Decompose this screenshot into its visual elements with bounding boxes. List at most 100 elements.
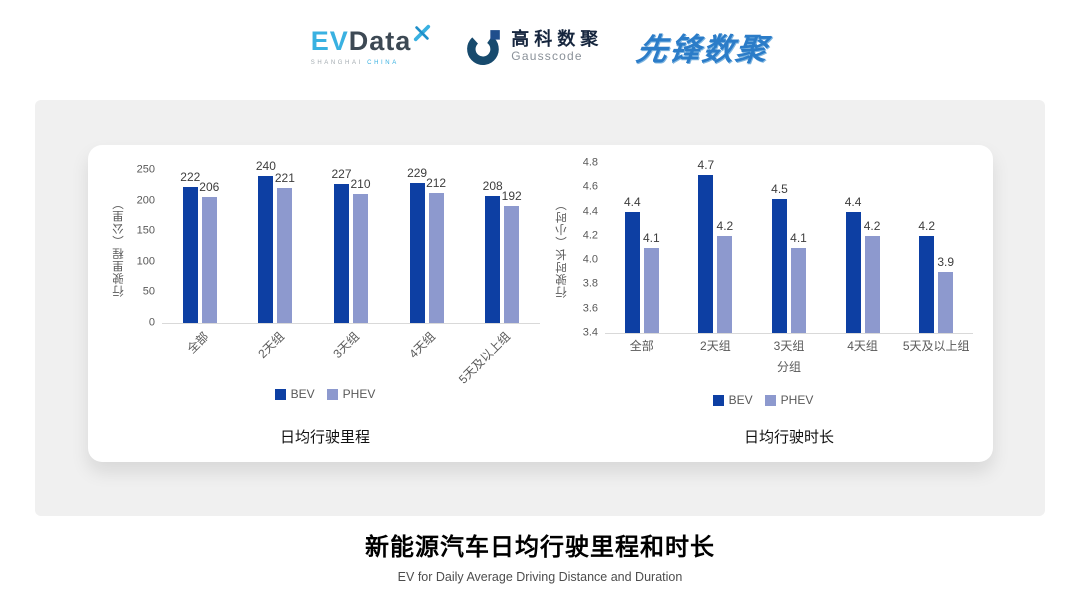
data-label: 221 bbox=[274, 170, 295, 185]
y-tick-label: 3.4 bbox=[582, 326, 598, 339]
legend: BEV PHEV bbox=[110, 386, 540, 402]
legend-swatch-bev bbox=[274, 388, 286, 400]
data-label: 4.2 bbox=[918, 218, 936, 233]
evdata-china-text: CHINA bbox=[367, 59, 399, 66]
bar-group: 4.5 4.1 bbox=[752, 163, 826, 333]
chart-card: 行驶里程（公里） 0 50 100 150 200 250 222 206 240 221 227… bbox=[88, 145, 993, 462]
bar-bev: 240 bbox=[256, 160, 276, 323]
data-label: 3.9 bbox=[937, 255, 955, 270]
data-label: 229 bbox=[407, 165, 428, 180]
bar-group: 240 221 bbox=[238, 160, 314, 323]
legend-label: BEV bbox=[728, 393, 753, 407]
data-label: 4.7 bbox=[697, 158, 715, 173]
bar-phev: 4.2 bbox=[717, 220, 733, 333]
x-tick-cell: 全部 bbox=[605, 337, 679, 355]
x-tick-label: 5天及以上组 bbox=[456, 329, 514, 387]
y-tick-label: 100 bbox=[136, 255, 155, 268]
bar-bev: 222 bbox=[180, 171, 200, 323]
y-tick-label: 4.8 bbox=[582, 156, 598, 169]
data-label: 227 bbox=[331, 167, 352, 182]
bar-group: 208 192 bbox=[464, 170, 540, 323]
bar-group: 227 210 bbox=[313, 167, 389, 323]
chart-caption: 日均行驶时长 bbox=[743, 429, 834, 446]
bar-bev: 4.5 bbox=[771, 183, 788, 333]
data-label: 4.5 bbox=[771, 182, 788, 197]
evdata-ev-text: EV bbox=[310, 25, 349, 56]
data-label: 4.4 bbox=[623, 194, 641, 209]
data-label: 4.2 bbox=[716, 218, 734, 233]
bar-phev: 206 bbox=[199, 181, 219, 323]
y-tick-label: 3.8 bbox=[582, 277, 598, 290]
evdata-data-text: Data bbox=[348, 25, 412, 56]
bar-bev: 4.7 bbox=[698, 159, 714, 333]
bar-group: 4.7 4.2 bbox=[679, 159, 753, 333]
x-tick-cell: 3天组 bbox=[313, 324, 389, 386]
bar-phev: 4.2 bbox=[864, 220, 880, 333]
y-tick-label: 4.6 bbox=[582, 180, 598, 193]
bar-group: 222 206 bbox=[162, 170, 238, 323]
data-label: 212 bbox=[426, 176, 447, 191]
bar-bev: 4.2 bbox=[918, 220, 935, 333]
x-tick-label: 全部 bbox=[629, 339, 654, 353]
x-tick-label: 全部 bbox=[184, 329, 212, 357]
main-title: 新能源汽车日均行驶里程和时长 bbox=[365, 534, 715, 561]
footer: 新能源汽车日均行驶里程和时长 EV for Daily Average Driv… bbox=[0, 527, 1080, 584]
header-logos: EV Data SHANGHAI CHINA 高科数聚 Gausscode 先锋数 bbox=[0, 24, 1080, 69]
data-label: 206 bbox=[199, 179, 220, 194]
legend-label: BEV bbox=[290, 387, 315, 401]
y-axis: 0 50 100 150 200 250 bbox=[128, 164, 162, 328]
bar-phev: 221 bbox=[275, 172, 295, 323]
y-tick-label: 3.6 bbox=[582, 302, 598, 315]
bar-bev: 4.4 bbox=[845, 196, 861, 333]
data-label: 4.2 bbox=[863, 218, 881, 233]
x-tick-label: 3天组 bbox=[773, 339, 805, 353]
y-tick-label: 50 bbox=[142, 285, 155, 298]
x-tick-label: 5天及以上组 bbox=[902, 339, 970, 353]
plot-area: 222 206 240 221 227 210 229 212 208 192 bbox=[162, 160, 540, 324]
x-tick-cell: 5天及以上组 bbox=[899, 337, 973, 355]
chart-caption: 日均行驶里程 bbox=[279, 429, 370, 446]
duration-chart: 行驶时长（小时） 3.4 3.6 3.8 4.0 4.2 4.4 4.6 4.8 4.4 4.1… bbox=[553, 145, 973, 462]
x-tick-cell: 5天及以上组 bbox=[456, 324, 540, 386]
bar-group: 4.2 3.9 bbox=[899, 163, 973, 333]
subtitle: EV for Daily Average Driving Distance an… bbox=[397, 570, 683, 584]
gausscode-cn-text: 高科数聚 bbox=[511, 29, 604, 49]
legend-label: PHEV bbox=[342, 387, 376, 401]
y-tick-label: 0 bbox=[148, 316, 155, 329]
y-axis-title: 行驶时长（小时） bbox=[556, 198, 568, 299]
y-axis: 3.4 3.6 3.8 4.0 4.2 4.4 4.6 4.8 bbox=[571, 157, 605, 338]
gausscode-en-text: Gausscode bbox=[511, 48, 583, 63]
bar-phev: 3.9 bbox=[937, 256, 954, 333]
data-label: 210 bbox=[350, 177, 371, 192]
x-tick-cell: 2天组 bbox=[238, 324, 314, 386]
pioneer-logo: 先锋数聚 bbox=[634, 32, 772, 67]
y-tick-label: 4.0 bbox=[582, 253, 598, 266]
legend: BEV PHEV bbox=[553, 392, 973, 408]
data-label: 222 bbox=[180, 170, 201, 185]
x-tick-label: 4天组 bbox=[847, 339, 878, 353]
data-label: 4.1 bbox=[790, 231, 807, 245]
bar-phev: 4.1 bbox=[643, 232, 660, 333]
legend-item: BEV bbox=[712, 393, 753, 407]
legend-item: BEV bbox=[274, 387, 315, 401]
y-tick-label: 4.4 bbox=[582, 205, 598, 218]
legend-swatch-bev bbox=[712, 394, 724, 406]
legend-swatch-phev bbox=[326, 388, 338, 400]
legend-label: PHEV bbox=[780, 393, 814, 407]
plot-area: 4.4 4.1 4.7 4.2 4.5 4.1 4.4 4.2 4.2 3.9 bbox=[605, 159, 973, 334]
x-tick-label: 2天组 bbox=[700, 339, 731, 353]
x-tick-label: 4天组 bbox=[406, 329, 438, 362]
bar-bev: 4.4 bbox=[624, 196, 641, 333]
y-tick-label: 200 bbox=[136, 194, 155, 207]
x-tick-cell: 2天组 bbox=[679, 337, 753, 355]
duration-plot-row: 行驶时长（小时） 3.4 3.6 3.8 4.0 4.2 4.4 4.6 4.8 4.4 4.1… bbox=[553, 157, 973, 338]
bar-phev: 212 bbox=[426, 177, 446, 323]
evdata-logo: EV Data SHANGHAI CHINA bbox=[310, 24, 432, 66]
evdata-x-icon bbox=[414, 24, 431, 41]
data-label: 4.1 bbox=[642, 231, 660, 245]
y-tick-label: 4.2 bbox=[582, 229, 598, 242]
data-label: 4.4 bbox=[844, 194, 862, 209]
legend-swatch-phev bbox=[764, 394, 776, 406]
evdata-tagline: SHANGHAI CHINA bbox=[311, 60, 399, 66]
y-tick-label: 250 bbox=[136, 163, 155, 176]
